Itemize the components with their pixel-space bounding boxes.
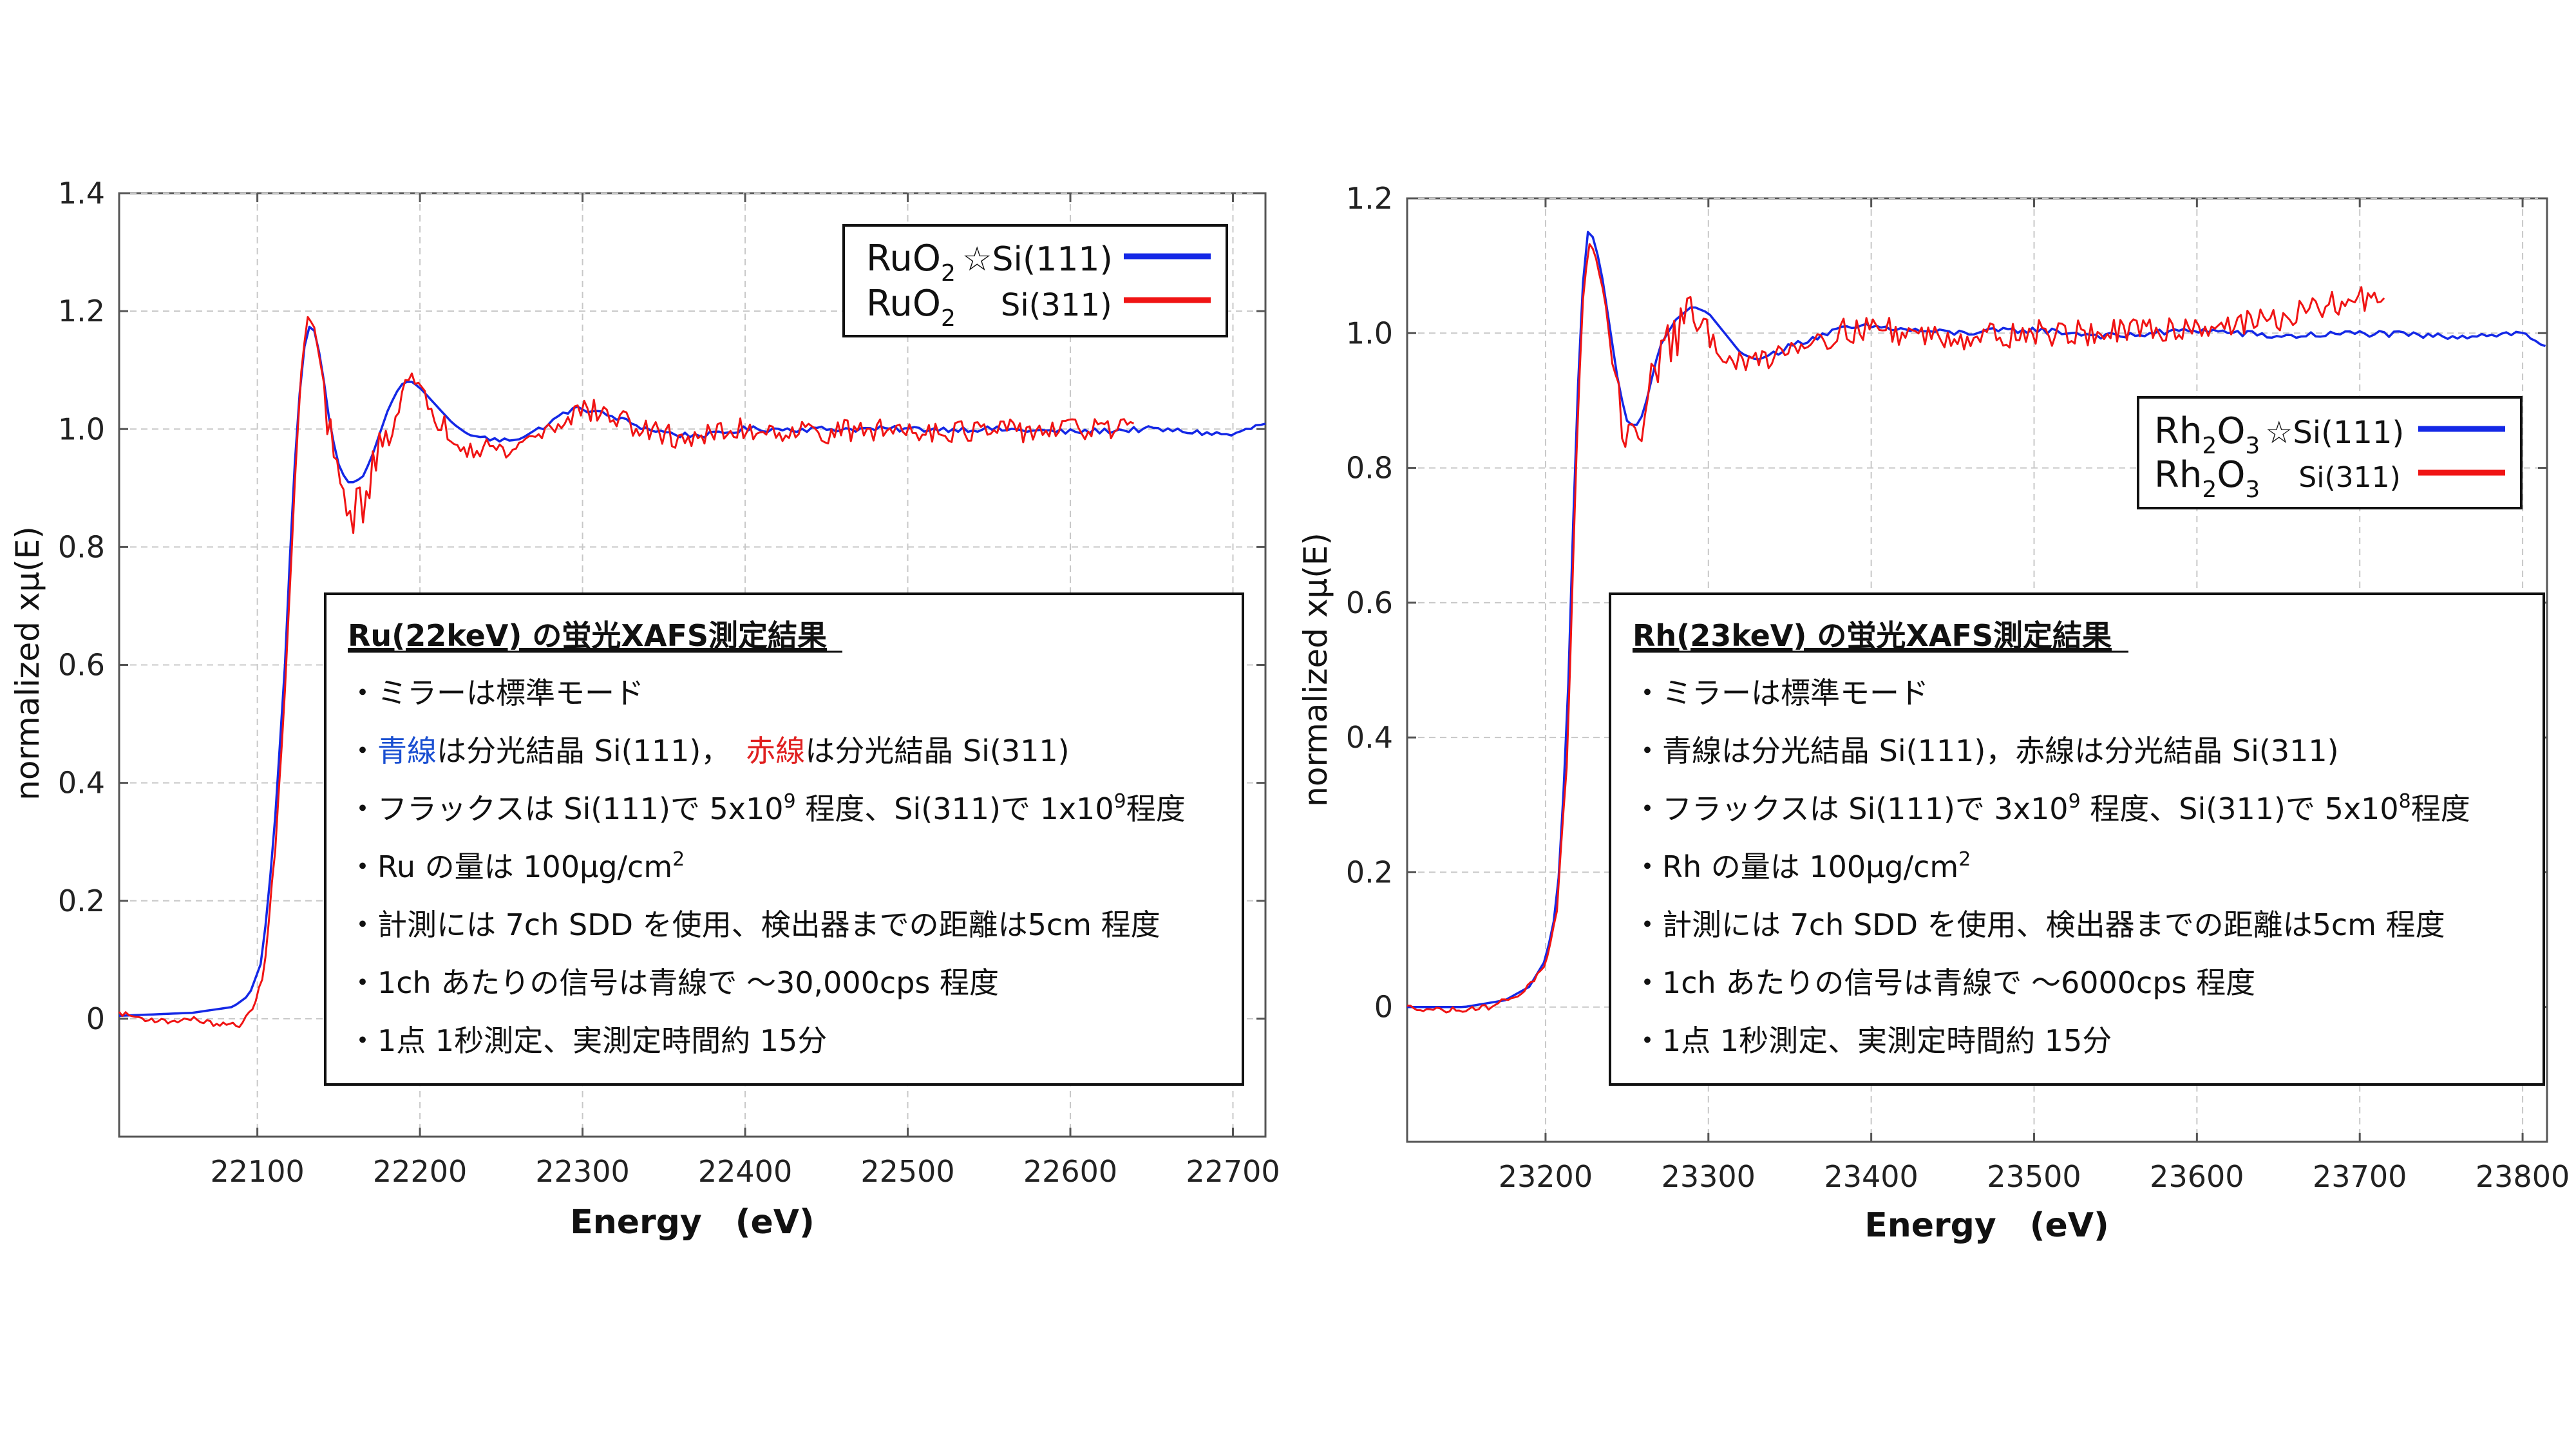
y-tick-label: 0.8 [1346, 451, 1393, 486]
notes-title-rh: Rh(23keV) の蛍光XAFS測定結果 [1633, 618, 2112, 653]
x-tick-label: 22100 [210, 1154, 304, 1189]
note-line3-ru: ・フラックスは Si(111)で 5x109 程度、Si(311)で 1x109… [348, 790, 1186, 826]
notes-frame-ru [324, 592, 1244, 1086]
y-axis-label-ru: normalized xμ(E) [9, 526, 46, 800]
note-line6-rh: ・1ch あたりの信号は青線で ～6000cps 程度 [1633, 965, 2255, 1000]
y-tick-label: 0 [1374, 990, 1393, 1025]
x-tick-label: 23500 [1987, 1159, 2081, 1194]
y-tick-label: 0.6 [58, 648, 105, 683]
x-tick-label: 23300 [1662, 1159, 1756, 1194]
y-tick-label: 0.2 [1346, 855, 1393, 889]
y-tick-label: 1.2 [58, 294, 105, 328]
note-line4-rh: ・Rh の量は 100μg/cm2 [1633, 848, 1971, 884]
note-line4-ru: ・Ru の量は 100μg/cm2 [348, 848, 685, 884]
y-tick-label: 0.4 [1346, 720, 1393, 755]
legend-entry-ru-2: RuO2 Si(311) [866, 283, 1112, 332]
note-line5-ru: ・計測には 7ch SDD を使用、検出器までの距離は5cm 程度 [348, 907, 1160, 942]
x-tick-label: 23700 [2313, 1159, 2407, 1194]
note-line2-rh: ・青線は分光結晶 Si(111)，赤線は分光結晶 Si(311) [1633, 734, 2339, 768]
note-line1-rh: ・ミラーは標準モード [1633, 676, 1929, 710]
note-line6-ru: ・1ch あたりの信号は青線で ～30,000cps 程度 [348, 965, 999, 1000]
y-tick-label: 1.2 [1346, 181, 1393, 216]
notes-title-ru: Ru(22keV) の蛍光XAFS測定結果 [348, 618, 827, 653]
legend-rh: Rh2O3 ☆Si(111) Rh2O3 Si(311) [2137, 396, 2523, 509]
y-tick-label: 0.4 [58, 766, 105, 800]
x-tick-label: 23200 [1499, 1159, 1593, 1194]
y-tick-label: 0.6 [1346, 585, 1393, 620]
y-tick-label: 0.2 [58, 884, 105, 918]
y-axis-label-rh: normalized xμ(E) [1297, 533, 1334, 807]
x-tick-label: 23400 [1824, 1159, 1918, 1194]
x-axis-label-rh: Energy (eV) [1864, 1206, 2109, 1245]
notes-frame-rh [1609, 592, 2545, 1086]
ticks-rh: 23200 23300 23400 23500 23600 23700 23800 0 0.2 0… [1346, 181, 2570, 1194]
x-tick-label: 22300 [535, 1154, 629, 1189]
chart-ru: 22100 22200 22300 22400 22500 22600 22700 0 0.2 0… [9, 176, 1280, 1242]
chart-rh: 23200 23300 23400 23500 23600 23700 23800 0 0.2 0… [1297, 181, 2570, 1245]
x-tick-label: 22200 [373, 1154, 467, 1189]
series-line-red-rh [1407, 243, 2385, 1014]
y-tick-label: 0.8 [58, 529, 105, 564]
x-tick-label: 23800 [2476, 1159, 2570, 1194]
ticks-ru: 22100 22200 22300 22400 22500 22600 22700 0 0.2 0… [58, 176, 1280, 1189]
legend-entry-rh-2: Rh2O3 Si(311) [2154, 454, 2401, 503]
legend-box-rh [2137, 396, 2523, 509]
y-tick-label: 1.4 [58, 176, 105, 211]
series-line-blue-ru [118, 325, 1266, 1018]
note-line5-rh: ・計測には 7ch SDD を使用、検出器までの距離は5cm 程度 [1633, 907, 2445, 942]
x-tick-label: 22400 [698, 1154, 792, 1189]
x-tick-label: 23600 [2150, 1159, 2244, 1194]
notes-box-rh: Rh(23keV) の蛍光XAFS測定結果 ・ミラーは標準モード ・青線は分光結… [1609, 592, 2545, 1086]
series-ru [118, 316, 1266, 1028]
y-tick-label: 1.0 [58, 412, 105, 446]
legend-entry-rh-1: Rh2O3 ☆Si(111) [2154, 410, 2404, 459]
note-line3-rh: ・フラックスは Si(111)で 3x109 程度、Si(311)で 5x108… [1633, 790, 2470, 826]
note-line7-ru: ・1点 1秒測定、実測定時間約 15分 [348, 1023, 827, 1058]
series-rh [1407, 231, 2546, 1014]
x-tick-label: 22700 [1186, 1154, 1280, 1189]
x-axis-label-ru: Energy (eV) [570, 1203, 815, 1242]
note-line7-rh: ・1点 1秒測定、実測定時間約 15分 [1633, 1023, 2112, 1058]
note-line1-ru: ・ミラーは標準モード [348, 676, 644, 710]
legend-box-ru [842, 224, 1228, 337]
notes-box-ru: Ru(22keV) の蛍光XAFS測定結果 ・ミラーは標準モード ・青線は分光結… [324, 592, 1244, 1086]
legend-ru: RuO2 ☆Si(111) RuO2 Si(311) [842, 224, 1228, 337]
x-tick-label: 22600 [1023, 1154, 1117, 1189]
y-tick-label: 0 [86, 1001, 105, 1036]
legend-entry-ru-1: RuO2 ☆Si(111) [866, 238, 1113, 287]
y-tick-label: 1.0 [1346, 316, 1393, 350]
series-line-red-ru [118, 316, 1135, 1028]
series-line-blue-rh [1407, 231, 2546, 1009]
note-line2-ru: ・青線は分光結晶 Si(111)， 赤線は分光結晶 Si(311) [348, 734, 1070, 768]
x-tick-label: 22500 [860, 1154, 954, 1189]
